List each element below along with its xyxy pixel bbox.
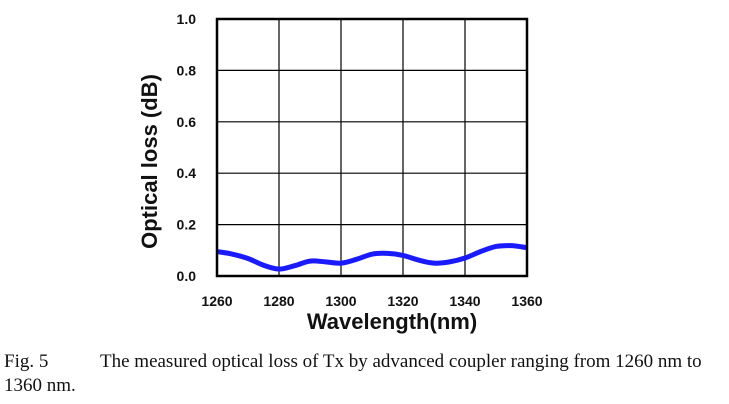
x-tick-label: 1300 <box>325 293 356 309</box>
tick-labels: 1260 1280 1300 1320 1340 1360 0.0 0.2 0.4 0.6 0.8 1… <box>177 11 543 309</box>
y-axis-title: Optical loss (dB) <box>137 74 162 249</box>
x-tick-label: 1360 <box>511 293 542 309</box>
x-tick-label: 1260 <box>201 293 232 309</box>
x-tick-label: 1280 <box>263 293 294 309</box>
x-tick-label: 1320 <box>387 293 418 309</box>
series-lines <box>216 243 528 272</box>
series-line <box>216 243 528 272</box>
y-tick-label: 0.6 <box>177 114 197 130</box>
grid-lines <box>216 18 528 277</box>
x-tick-label: 1340 <box>449 293 480 309</box>
optical-loss-chart: 1260 1280 1300 1320 1340 1360 0.0 0.2 0.4 0.6 0.8 1… <box>137 11 543 334</box>
y-tick-label: 0.2 <box>177 217 197 233</box>
y-tick-label: 0.8 <box>177 62 197 78</box>
caption-text: The measured optical loss of Tx by advan… <box>4 351 702 396</box>
y-tick-label: 1.0 <box>177 11 197 27</box>
y-tick-label: 0.4 <box>177 165 197 181</box>
y-tick-label: 0.0 <box>177 268 197 284</box>
plot-frame <box>215 17 529 278</box>
x-axis-title: Wavelength(nm) <box>307 309 477 334</box>
figure-label: Fig. 5 <box>4 351 49 372</box>
figure-caption: Fig. 5 The measured optical loss of Tx by… <box>4 350 724 398</box>
